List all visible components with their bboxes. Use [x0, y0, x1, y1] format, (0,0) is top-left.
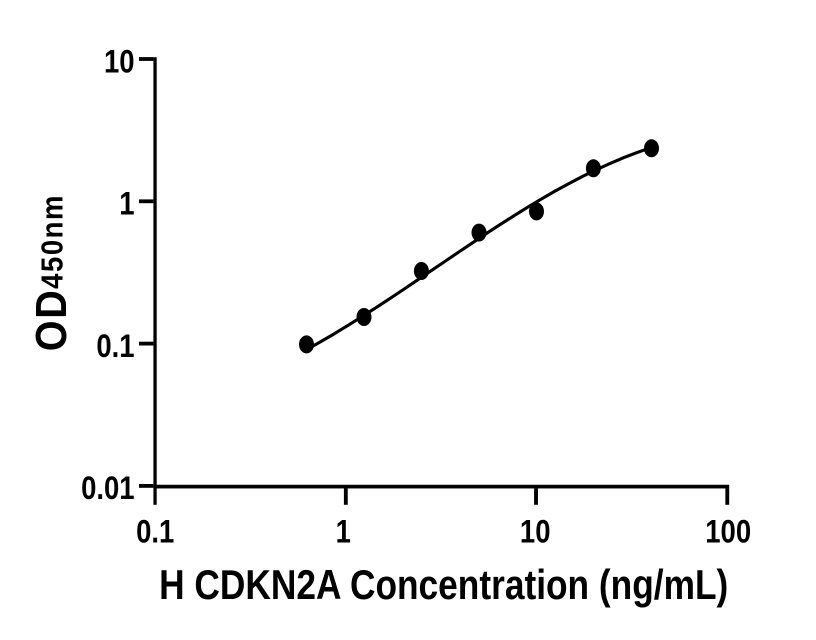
- svg-text:0.1: 0.1: [96, 329, 134, 365]
- svg-text:0.01: 0.01: [81, 471, 135, 507]
- svg-text:10: 10: [104, 44, 135, 80]
- svg-text:1: 1: [336, 514, 351, 550]
- svg-text:1: 1: [119, 186, 134, 222]
- svg-text:H CDKN2A Concentration (ng/mL): H CDKN2A Concentration (ng/mL): [159, 562, 728, 609]
- svg-text:450nm: 450nm: [35, 194, 70, 289]
- svg-text:10: 10: [520, 514, 551, 550]
- svg-text:100: 100: [705, 514, 751, 550]
- svg-text:OD: OD: [26, 288, 75, 351]
- svg-text:0.1: 0.1: [136, 514, 174, 550]
